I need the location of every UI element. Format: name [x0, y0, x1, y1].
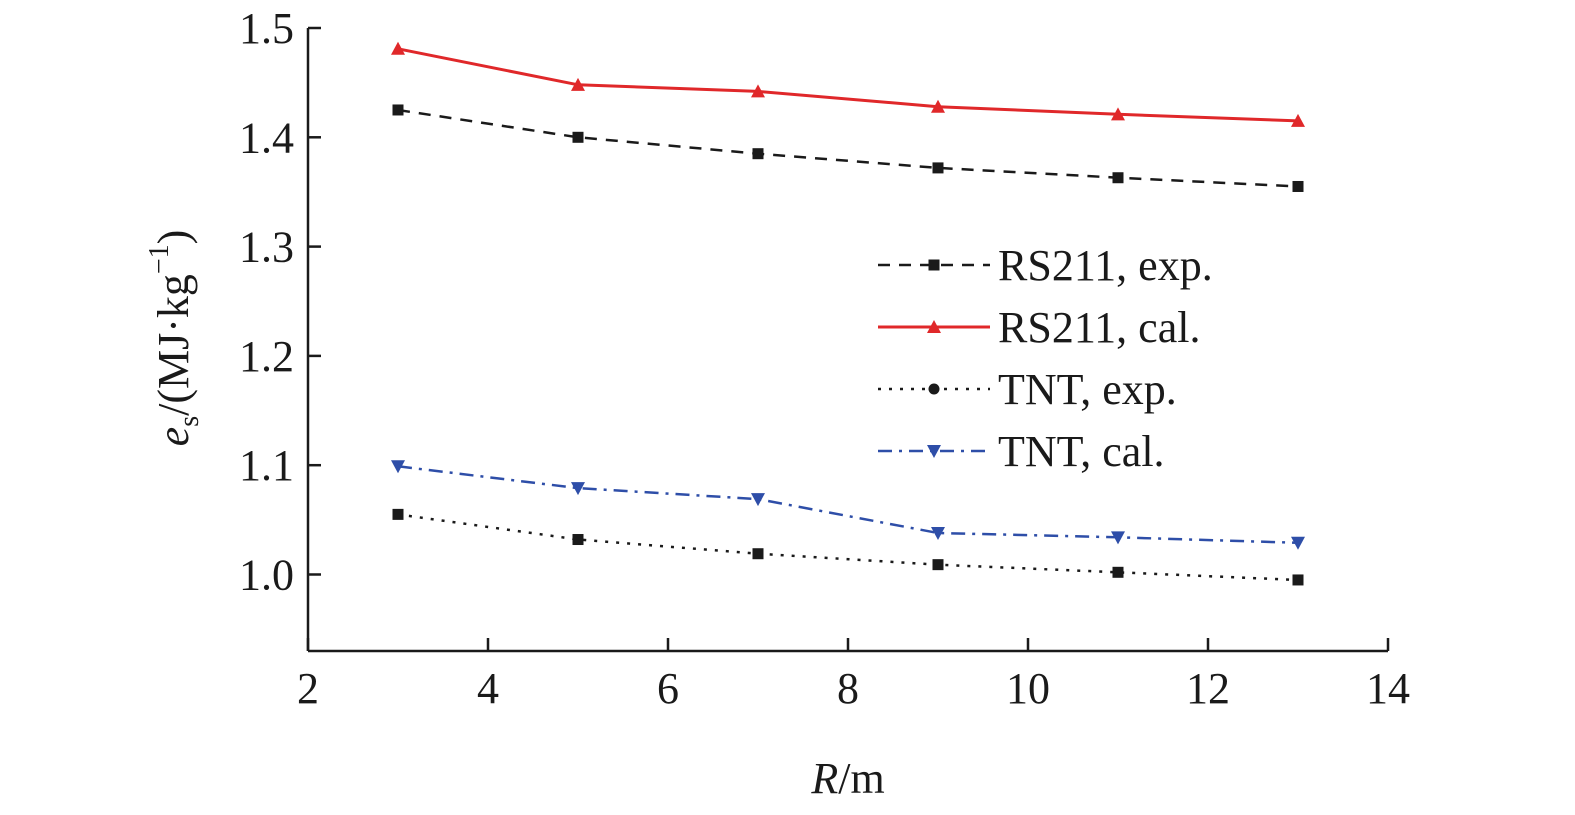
data-point — [1291, 536, 1305, 550]
data-point — [1292, 180, 1304, 192]
series-line — [397, 465, 1299, 545]
data-point — [1112, 566, 1124, 578]
data-point — [1111, 531, 1125, 545]
legend-item: TNT, exp. — [878, 365, 1177, 414]
y-axis-label-close: ) — [149, 230, 198, 245]
legend-item: TNT, cal. — [878, 427, 1165, 476]
data-point — [392, 508, 404, 520]
axes: 1.0 1.1 1.2 1.3 1.4 1.5 2 4 6 8 10 12 14 — [239, 4, 1410, 713]
y-tick-label: 1.3 — [239, 223, 294, 272]
data-point — [932, 162, 944, 174]
data-point — [1291, 113, 1305, 127]
data-point — [391, 41, 405, 55]
legend-label: TNT, cal. — [998, 427, 1165, 476]
data-point — [931, 526, 945, 540]
legend-label: RS211, cal. — [998, 303, 1200, 352]
y-tick-label: 1.5 — [239, 4, 294, 53]
y-tick-label: 1.4 — [239, 113, 294, 162]
data-point — [931, 99, 945, 113]
data-point — [751, 493, 765, 507]
x-tick-label: 12 — [1186, 664, 1230, 713]
data-point — [571, 77, 585, 91]
data-point — [392, 104, 404, 116]
series-1 — [392, 104, 1304, 192]
x-axis-label: R/m — [810, 754, 884, 803]
series-line — [397, 108, 1299, 188]
data-point — [572, 131, 584, 143]
series-line — [397, 47, 1299, 123]
x-tick-label: 6 — [657, 664, 679, 713]
y-axis-label-sup: −1 — [144, 244, 175, 274]
x-axis-label-unit: /m — [838, 754, 884, 803]
x-tick-label: 2 — [297, 664, 319, 713]
y-axis-label-sub: s — [174, 416, 205, 427]
legend-label: TNT, exp. — [998, 365, 1177, 414]
y-axis-label-var: e — [149, 427, 198, 447]
data-point — [1111, 107, 1125, 121]
data-point — [932, 559, 944, 571]
y-tick-label: 1.2 — [239, 332, 294, 381]
legend-item: RS211, cal. — [878, 303, 1200, 352]
legend-marker — [928, 259, 940, 271]
series-line — [397, 513, 1299, 582]
legend-label: RS211, exp. — [998, 241, 1213, 290]
data-point — [572, 534, 584, 546]
series-3 — [392, 508, 1304, 586]
series-2 — [391, 41, 1305, 127]
series-4 — [391, 460, 1305, 550]
x-tick-label: 8 — [837, 664, 859, 713]
legend-marker — [927, 320, 941, 333]
data-point — [751, 84, 765, 98]
x-tick-label: 4 — [477, 664, 499, 713]
data-point — [752, 548, 764, 560]
data-point — [391, 460, 405, 474]
legend-marker — [928, 383, 940, 395]
data-point — [1292, 574, 1304, 586]
legend-marker — [927, 445, 941, 458]
y-axis-label-unit: /(MJ·kg — [149, 274, 198, 416]
data-point — [1112, 172, 1124, 184]
y-tick-label: 1.0 — [239, 550, 294, 599]
data-point — [571, 482, 585, 496]
series-layer — [391, 41, 1305, 586]
x-tick-label: 10 — [1006, 664, 1050, 713]
y-axis-label: es/(MJ·kg−1) — [144, 230, 205, 447]
legend: RS211, exp. RS211, cal. TNT, exp. TNT, cal. — [878, 241, 1213, 476]
y-tick-label: 1.1 — [239, 441, 294, 490]
data-point — [752, 148, 764, 160]
x-axis-label-var: R — [810, 754, 838, 803]
legend-item: RS211, exp. — [878, 241, 1213, 290]
x-tick-label: 14 — [1366, 664, 1410, 713]
